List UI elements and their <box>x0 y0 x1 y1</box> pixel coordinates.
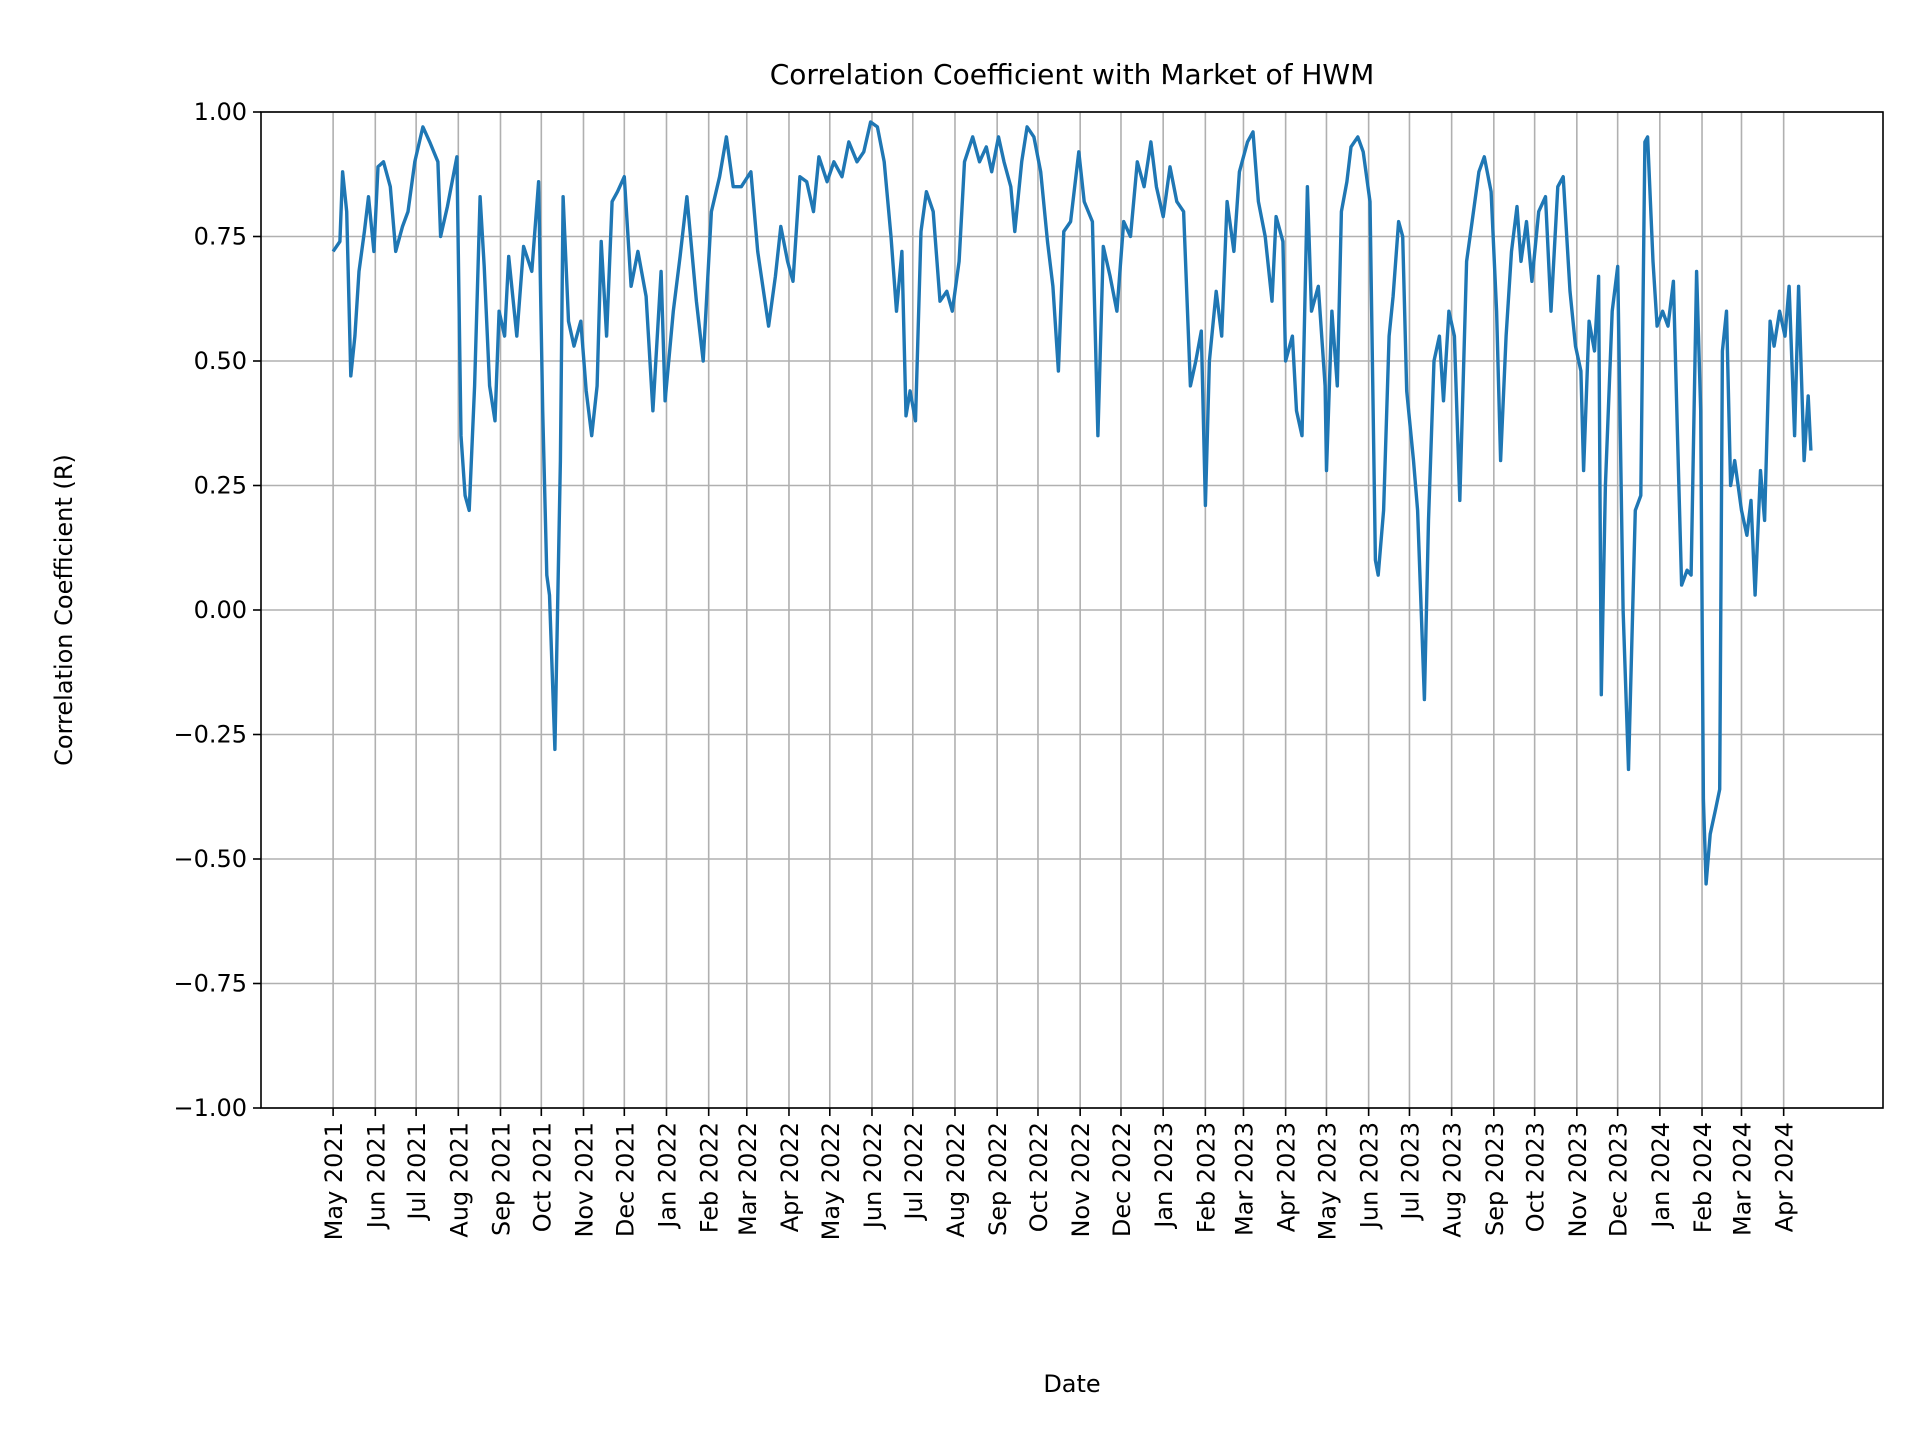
x-tick-label: Aug 2022 <box>942 1122 970 1238</box>
plot-area <box>331 120 1813 886</box>
x-tick-label: Oct 2023 <box>1522 1122 1550 1232</box>
y-tick-label: 0.75 <box>194 223 247 251</box>
y-axis-label: Correlation Coefficient (R) <box>50 454 78 766</box>
x-tick-label: Apr 2022 <box>776 1122 804 1232</box>
y-axis: 1.00 0.75 0.50 0.25 0.00 −0.25 −0.50 −0.75 −1.00 <box>173 98 261 1122</box>
x-tick-label: Nov 2022 <box>1067 1122 1095 1238</box>
x-tick-label: May 2022 <box>817 1122 845 1240</box>
x-tick-label: Sep 2022 <box>984 1122 1012 1236</box>
x-tick-label: Apr 2024 <box>1771 1122 1799 1232</box>
x-tick-label: Jul 2022 <box>900 1122 928 1222</box>
y-tick-label: −0.25 <box>173 721 247 749</box>
x-tick-label: Jan 2022 <box>654 1122 682 1230</box>
y-tick-label: −0.50 <box>173 845 247 873</box>
x-tick-label: Jun 2023 <box>1356 1122 1384 1230</box>
axes-frame <box>260 111 1884 1109</box>
x-tick-label: Nov 2023 <box>1564 1122 1592 1238</box>
y-tick-label: 0.25 <box>194 472 247 500</box>
y-tick-label: 0.00 <box>194 596 247 624</box>
x-tick-label: Aug 2023 <box>1439 1122 1467 1238</box>
x-tick-label: Feb 2022 <box>696 1122 724 1233</box>
series-line <box>331 120 1813 886</box>
x-tick-label: Aug 2021 <box>445 1122 473 1238</box>
x-tick-label: Dec 2021 <box>611 1122 639 1237</box>
x-tick-label: Feb 2024 <box>1689 1122 1717 1233</box>
x-tick-label: Sep 2021 <box>487 1122 515 1236</box>
x-tick-label: Jan 2024 <box>1647 1122 1675 1230</box>
x-tick-label: Nov 2021 <box>570 1122 598 1238</box>
x-tick-label: Jul 2021 <box>403 1122 431 1222</box>
x-tick-label: Mar 2024 <box>1728 1122 1756 1236</box>
x-tick-label: Apr 2023 <box>1273 1122 1301 1232</box>
y-tick-label: −0.75 <box>173 970 247 998</box>
x-tick-label: Dec 2022 <box>1108 1122 1136 1237</box>
x-tick-label: Jul 2023 <box>1396 1122 1424 1222</box>
x-tick-label: Sep 2023 <box>1481 1122 1509 1236</box>
x-tick-label: Oct 2022 <box>1025 1122 1053 1232</box>
y-tick-label: 0.50 <box>194 347 247 375</box>
x-tick-label: Mar 2022 <box>734 1122 762 1236</box>
x-tick-label: May 2021 <box>320 1122 348 1240</box>
x-tick-label: Jun 2021 <box>362 1122 390 1230</box>
x-tick-label: Dec 2023 <box>1605 1122 1633 1237</box>
y-tick-label: −1.00 <box>173 1094 247 1122</box>
x-tick-label: Oct 2021 <box>528 1122 556 1232</box>
x-tick-label: Jan 2023 <box>1150 1122 1178 1230</box>
x-tick-label: Feb 2023 <box>1192 1122 1220 1233</box>
chart-title: Correlation Coefficient with Market of H… <box>770 58 1375 91</box>
y-tick-label: 1.00 <box>194 98 247 126</box>
x-axis: May 2021 Jun 2021 Jul 2021 Aug 2021 Sep 2021… <box>320 1108 1799 1240</box>
x-axis-label: Date <box>1043 1370 1100 1398</box>
x-tick-label: Mar 2023 <box>1230 1122 1258 1236</box>
grid <box>261 111 1883 1109</box>
x-tick-label: Jun 2022 <box>859 1122 887 1230</box>
x-tick-label: May 2023 <box>1313 1122 1341 1240</box>
